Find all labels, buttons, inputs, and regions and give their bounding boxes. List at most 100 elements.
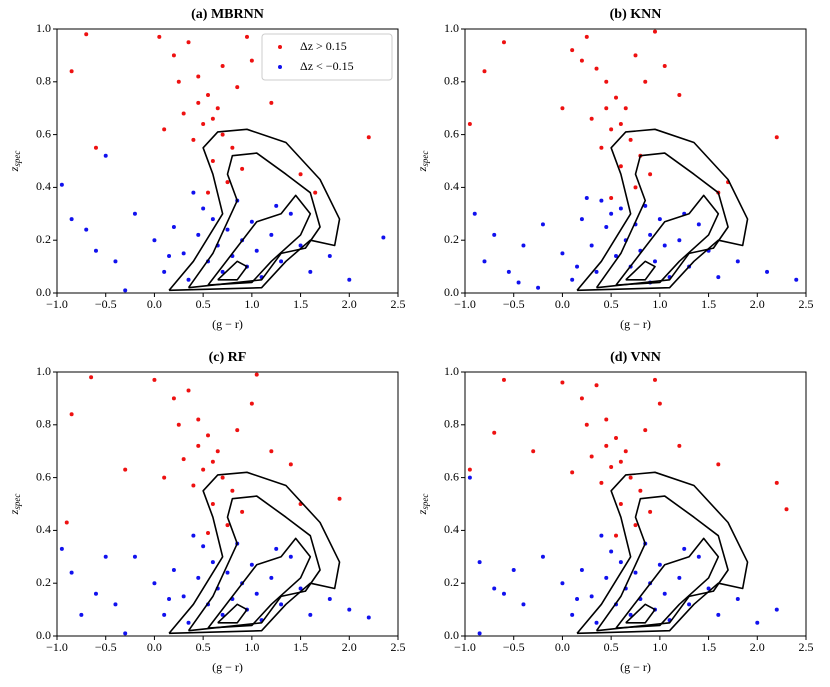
point: [210, 116, 215, 121]
point: [254, 248, 259, 253]
y-axis-label-sub: spec: [420, 494, 430, 510]
y-tick-label: 0.8: [36, 74, 51, 88]
point: [186, 277, 191, 282]
point: [614, 533, 619, 538]
y-tick-label: 0.2: [36, 575, 51, 589]
x-tick-label: 0.0: [147, 640, 162, 654]
y-tick-label: 0.4: [36, 522, 51, 536]
point: [230, 488, 235, 493]
point: [152, 377, 157, 382]
x-tick-label: 2.5: [799, 297, 814, 311]
point: [584, 422, 589, 427]
point: [589, 116, 594, 121]
point: [662, 591, 667, 596]
point: [579, 58, 584, 63]
y-tick-label: 0.0: [36, 628, 51, 642]
point: [274, 203, 279, 208]
point: [755, 620, 760, 625]
x-tick-label: −1.0: [46, 297, 68, 311]
point: [774, 607, 779, 612]
point: [157, 34, 162, 39]
point: [113, 259, 118, 264]
point: [123, 631, 128, 636]
point: [604, 79, 609, 84]
point: [467, 122, 472, 127]
y-tick-label: 0.2: [444, 232, 459, 246]
point: [467, 475, 472, 480]
point: [677, 93, 682, 97]
point: [633, 523, 638, 528]
point: [652, 29, 657, 34]
x-axis-label: (g − r): [212, 317, 243, 331]
point: [191, 483, 196, 488]
x-tick-label: 1.5: [293, 297, 308, 311]
y-tick-label: 0.8: [444, 74, 459, 88]
x-tick-label: 1.5: [701, 297, 716, 311]
y-tick-label: 0.0: [444, 628, 459, 642]
point: [308, 612, 313, 617]
point: [594, 66, 599, 71]
point: [589, 594, 594, 599]
point: [614, 436, 619, 440]
x-tick-label: 2.5: [391, 640, 406, 654]
point: [599, 480, 604, 485]
point: [467, 467, 472, 472]
point: [176, 79, 181, 84]
point: [521, 243, 526, 248]
point: [560, 380, 565, 385]
point: [521, 602, 526, 607]
point: [472, 211, 477, 216]
point: [599, 145, 604, 150]
y-tick-label: 1.0: [36, 21, 51, 35]
point: [643, 79, 648, 84]
point: [191, 533, 196, 538]
point: [64, 520, 69, 525]
point: [570, 277, 575, 282]
x-axis-label: (g − r): [620, 317, 651, 331]
point: [210, 159, 215, 163]
point: [560, 251, 565, 256]
point: [69, 570, 74, 575]
point: [181, 457, 186, 462]
point: [516, 280, 521, 285]
y-tick-label: 0.6: [36, 126, 51, 140]
x-tick-label: 2.5: [799, 640, 814, 654]
y-axis-label-base: z: [415, 166, 429, 172]
x-tick-label: 1.0: [652, 640, 667, 654]
point: [575, 597, 580, 602]
x-tick-label: 2.0: [750, 297, 765, 311]
point: [84, 32, 89, 37]
point: [230, 145, 235, 150]
legend-box: [261, 33, 393, 81]
y-tick-label: 0.2: [36, 232, 51, 246]
point: [657, 401, 662, 406]
point: [254, 372, 259, 377]
point: [235, 428, 240, 433]
y-tick-label: 1.0: [444, 21, 459, 35]
point: [103, 153, 108, 158]
point: [201, 544, 206, 549]
point: [628, 475, 633, 480]
contour: [615, 194, 720, 286]
point: [308, 269, 313, 274]
point: [677, 238, 682, 243]
point: [652, 377, 657, 382]
point: [618, 122, 623, 127]
point: [171, 568, 176, 572]
point: [579, 396, 584, 401]
y-tick-label: 0.4: [444, 179, 459, 193]
point: [614, 95, 619, 100]
point: [249, 401, 254, 406]
point: [79, 612, 84, 617]
point: [716, 275, 721, 280]
point: [288, 462, 293, 467]
contour: [595, 152, 729, 289]
point: [249, 562, 254, 567]
point: [604, 443, 609, 448]
point: [167, 597, 172, 602]
point: [570, 470, 575, 475]
point: [279, 602, 284, 607]
point: [288, 211, 293, 216]
point: [604, 417, 609, 422]
point: [196, 417, 201, 422]
